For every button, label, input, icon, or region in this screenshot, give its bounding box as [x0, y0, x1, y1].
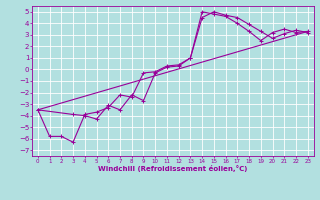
X-axis label: Windchill (Refroidissement éolien,°C): Windchill (Refroidissement éolien,°C) — [98, 165, 247, 172]
